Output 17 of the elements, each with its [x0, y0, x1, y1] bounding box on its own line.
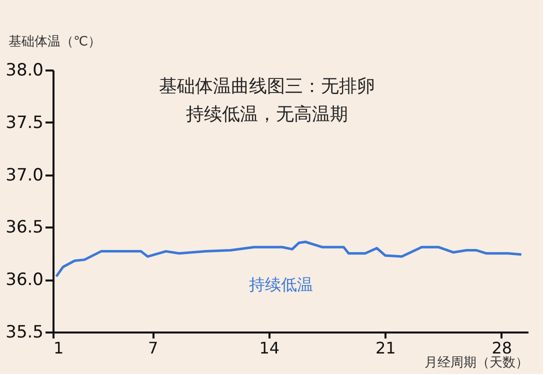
y-tick-label: 36.0	[6, 270, 44, 290]
x-tick-label: 1	[54, 338, 64, 358]
line-series	[55, 240, 523, 278]
y-tick-label: 38.0	[6, 60, 44, 80]
text: 持续低温，无高温期	[186, 104, 348, 125]
chart-title: 基础体温曲线图三：无排卵	[158, 76, 375, 97]
x-tick-label: 7	[148, 338, 158, 358]
y-axis-title: 基础体温（℃）	[8, 34, 102, 50]
y-tick-label: 37.5	[6, 112, 44, 133]
x-tick-label: 28	[492, 338, 512, 358]
y-tick-label: 35.5	[6, 322, 44, 342]
y-tick-label: 37.0	[6, 165, 44, 186]
x-tick-label: 21	[375, 338, 396, 358]
y-tick-label: 36.5	[6, 218, 44, 238]
x-tick-label: 14	[259, 338, 280, 358]
x-axis-title: 月经周期（天数）	[424, 356, 528, 370]
annotation: 持续低温	[249, 274, 313, 294]
